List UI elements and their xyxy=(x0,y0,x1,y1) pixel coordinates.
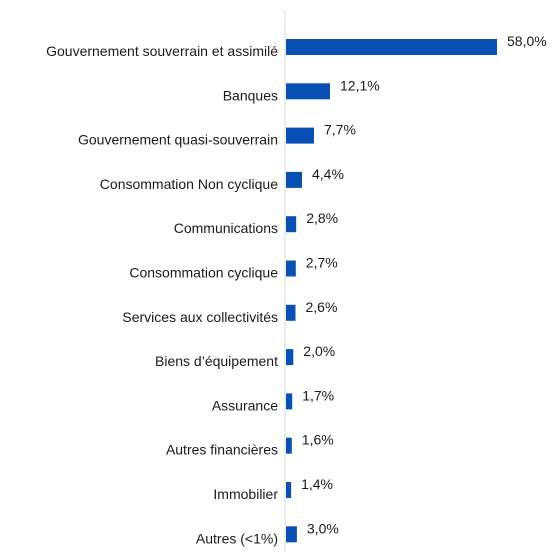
value-label-3: 4,4% xyxy=(312,166,344,182)
category-label-10: Immobilier xyxy=(213,486,278,502)
category-label-5: Consommation cyclique xyxy=(129,265,278,281)
value-label-8: 1,7% xyxy=(302,387,334,403)
category-label-7: Biens d’équipement xyxy=(155,353,278,369)
bar-2 xyxy=(286,127,314,144)
category-label-6: Services aux collectivités xyxy=(122,309,278,325)
category-label-8: Assurance xyxy=(212,397,278,413)
value-label-9: 1,6% xyxy=(302,432,334,448)
category-label-4: Communications xyxy=(174,220,278,236)
category-label-11: Autres (<1%) xyxy=(196,530,278,546)
bar-5 xyxy=(286,260,296,277)
value-label-2: 7,7% xyxy=(324,122,356,138)
bar-8 xyxy=(286,393,293,410)
value-label-11: 3,0% xyxy=(307,520,339,536)
category-label-3: Consommation Non cyclique xyxy=(100,176,278,192)
category-label-9: Autres financières xyxy=(166,442,278,458)
value-label-7: 2,0% xyxy=(303,343,335,359)
bar-1 xyxy=(286,83,330,100)
category-label-1: Banques xyxy=(223,87,278,103)
value-label-4: 2,8% xyxy=(306,210,338,226)
value-label-10: 1,4% xyxy=(301,476,333,492)
value-label-6: 2,6% xyxy=(306,299,338,315)
bar-9 xyxy=(286,437,292,454)
bar-11 xyxy=(286,526,297,543)
bar-7 xyxy=(286,349,294,366)
bars-group xyxy=(286,39,497,543)
value-label-1: 12,1% xyxy=(340,77,380,93)
bar-10 xyxy=(286,482,292,498)
category-labels-group: Gouvernement souverrain et assimilé Banqu… xyxy=(46,43,278,546)
category-label-2: Gouvernement quasi-souverrain xyxy=(78,132,278,148)
bar-3 xyxy=(286,171,302,188)
category-label-0: Gouvernement souverrain et assimilé xyxy=(46,43,278,59)
bar-6 xyxy=(286,304,296,321)
bar-0 xyxy=(286,39,497,55)
bar-4 xyxy=(286,216,297,233)
value-label-0: 58,0% xyxy=(507,33,547,49)
value-labels-group: 58,0% 12,1% 7,7% 4,4% 2,8% 2,7% 2,6% 2,0% 1,7% 1,… xyxy=(301,33,547,536)
value-label-5: 2,7% xyxy=(306,255,338,271)
